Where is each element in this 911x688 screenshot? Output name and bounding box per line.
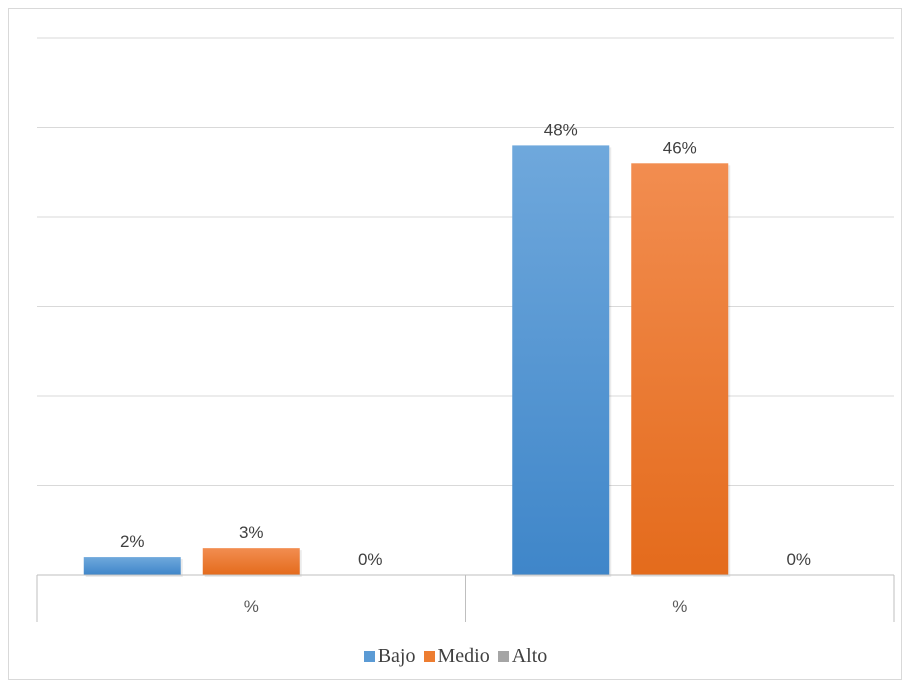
data-labels: 2% 3% 0% 48% 46% 0% [120, 120, 811, 569]
legend-label-medio: Medio [437, 645, 490, 667]
legend-swatch-bajo [363, 651, 375, 662]
legend-label-alto: Alto [511, 645, 548, 667]
bar-bajo [512, 145, 610, 575]
data-label: 0% [786, 550, 811, 569]
data-label: 2% [120, 532, 145, 551]
legend-label-bajo: Bajo [377, 645, 416, 667]
category-axis: %% [36, 574, 895, 622]
bars [83, 145, 731, 578]
category-label: % [672, 597, 687, 616]
bar-bajo [83, 557, 181, 575]
data-label: 48% [544, 120, 578, 139]
legend-item-bajo: Bajo [363, 645, 416, 668]
legend-item-alto: Alto [497, 645, 548, 668]
legend: Bajo Medio Alto [0, 645, 911, 668]
legend-swatch-alto [497, 651, 509, 662]
bar-medio [631, 163, 729, 576]
bar-medio [202, 548, 300, 575]
category-label: % [244, 597, 259, 616]
data-label: 3% [239, 523, 264, 542]
legend-swatch-medio [423, 651, 435, 662]
gridlines [37, 37, 894, 486]
data-label: 46% [663, 138, 697, 157]
data-label: 0% [358, 550, 383, 569]
legend-item-medio: Medio [423, 645, 490, 668]
